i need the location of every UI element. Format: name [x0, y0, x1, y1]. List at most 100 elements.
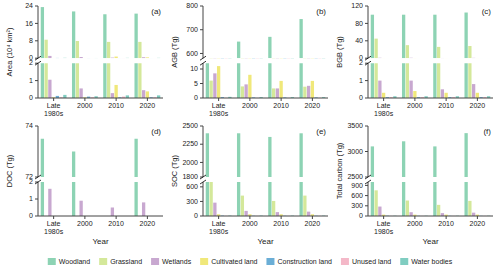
- x-tick: [116, 216, 117, 219]
- x-tick: [312, 216, 313, 219]
- x-tick-label-line: 2000: [242, 102, 258, 109]
- x-tick-label-line: 2020: [470, 220, 486, 227]
- bar: [378, 81, 381, 98]
- bar: [48, 189, 51, 216]
- y-tick: [365, 216, 368, 217]
- x-tick-label-line: 1980s: [374, 110, 394, 117]
- x-tick-label: 2020: [305, 102, 321, 109]
- bar: [464, 13, 467, 59]
- bar: [72, 152, 75, 178]
- bar: [413, 91, 416, 98]
- x-tick-label: 2000: [242, 102, 258, 109]
- bar: [386, 58, 389, 59]
- y-tick-label: 1: [29, 195, 33, 202]
- bar: [209, 81, 212, 98]
- y-tick: [200, 83, 203, 84]
- y-tick-label: 0: [359, 212, 363, 219]
- bar: [237, 63, 240, 98]
- axis-break: [35, 61, 41, 65]
- y-tick-label: 300: [186, 198, 198, 205]
- y-tick-label: 5: [194, 80, 198, 87]
- x-tick-label-line: 2010: [438, 102, 454, 109]
- y-tick: [35, 126, 38, 127]
- x-tick-label-line: 2020: [305, 220, 321, 227]
- bar: [303, 196, 306, 216]
- bar: [468, 201, 471, 216]
- x-label: Year: [257, 237, 274, 246]
- x-tick-label: 2000: [407, 220, 423, 227]
- x-tick-label: Late1980s: [44, 220, 64, 235]
- y-tick-label: 80: [355, 20, 363, 27]
- axis-break: [35, 180, 41, 184]
- x-tick: [477, 216, 478, 219]
- bar: [433, 15, 436, 59]
- bar: [48, 56, 51, 58]
- x-tick-label: 2000: [242, 220, 258, 227]
- legend-label: Construction land: [277, 258, 332, 265]
- x-tick: [281, 216, 282, 219]
- legend-swatch: [151, 258, 159, 265]
- bar: [63, 57, 66, 58]
- x-tick-label: Late1980s: [44, 102, 64, 117]
- x-tick-label: 2020: [305, 220, 321, 227]
- y-axis-line: [368, 6, 369, 58]
- x-tick: [312, 98, 313, 101]
- x-tick: [53, 98, 54, 101]
- bar: [41, 7, 44, 58]
- y-tick: [200, 98, 203, 99]
- bar: [402, 63, 405, 98]
- y-label: Area (10⁴ km²): [5, 27, 14, 77]
- bars: [206, 63, 326, 98]
- bar: [91, 58, 94, 59]
- bar: [402, 15, 405, 59]
- y-axis-line: [203, 63, 204, 98]
- x-tick-label-line: 2020: [140, 220, 156, 227]
- y-label: AGB (Tg): [170, 36, 179, 68]
- legend-item: Water bodies: [400, 258, 452, 265]
- bar: [244, 211, 247, 216]
- axis-break: [365, 180, 371, 184]
- bar: [464, 133, 467, 177]
- bar: [299, 63, 302, 98]
- legend-item: Grassland: [99, 258, 142, 265]
- bar: [111, 208, 114, 217]
- bar: [444, 93, 447, 98]
- bar: [111, 57, 114, 58]
- bars: [371, 63, 491, 98]
- x-tick-label: 2020: [470, 102, 486, 109]
- bar: [48, 80, 51, 98]
- bar: [213, 203, 216, 216]
- y-tick: [200, 144, 203, 145]
- bar: [41, 63, 44, 98]
- y-tick-label: 3500: [347, 122, 363, 129]
- bar: [307, 86, 310, 98]
- bar: [464, 63, 467, 98]
- panel-title: (d): [151, 127, 161, 136]
- x-tick-label-line: 2010: [273, 102, 289, 109]
- bar: [378, 57, 381, 58]
- x-tick-label-line: Late: [47, 220, 61, 227]
- x-tick: [53, 216, 54, 219]
- bar: [149, 58, 152, 59]
- x-axis-line: [368, 216, 493, 217]
- bar: [72, 63, 75, 98]
- y-tick-label: 74: [25, 122, 33, 129]
- y-tick: [200, 162, 203, 163]
- legend-label: Woodland: [59, 258, 91, 265]
- y-tick: [365, 185, 368, 186]
- bar: [241, 86, 244, 98]
- y-tick-label: 2500: [182, 122, 198, 129]
- y-tick-label: 1: [359, 77, 363, 84]
- bar: [299, 182, 302, 216]
- x-tick-label-line: 2010: [273, 220, 289, 227]
- legend-item: Unused land: [341, 258, 391, 265]
- x-tick: [218, 98, 219, 101]
- y-tick: [365, 126, 368, 127]
- y-label: DOC (Tg): [5, 154, 14, 187]
- bar: [409, 81, 412, 98]
- bar: [206, 63, 209, 98]
- legend-label: Water bodies: [411, 258, 452, 265]
- bar: [241, 196, 244, 216]
- bar: [479, 58, 482, 59]
- bar: [56, 57, 59, 58]
